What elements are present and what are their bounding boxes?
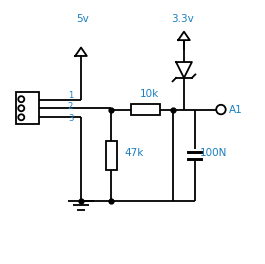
Text: 10k: 10k [140, 89, 159, 99]
Text: 3.3v: 3.3v [171, 14, 194, 24]
Text: 47k: 47k [125, 148, 144, 158]
Bar [131, 104, 160, 115]
Text: 100N: 100N [200, 148, 227, 158]
Bar [16, 92, 39, 124]
Bar [106, 140, 117, 170]
Text: A1: A1 [229, 105, 243, 115]
Text: 1: 1 [68, 91, 73, 100]
Text: 3: 3 [68, 114, 73, 123]
Text: 2: 2 [68, 102, 73, 111]
Text: 5v: 5v [76, 14, 89, 24]
